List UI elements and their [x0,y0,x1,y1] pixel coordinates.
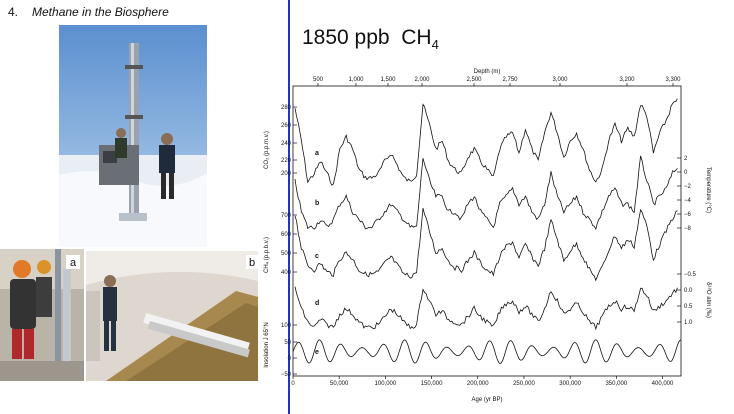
age-tick-label: 300,000 [559,381,581,387]
depth-tick-label: 500 [313,77,324,83]
series-line-a [294,98,678,186]
right-axis-label: Temperature (°C) [705,167,711,213]
series-line-d [294,286,678,331]
right-axes: 2 0 −2 −4 −6 −8 Temperature (°C) −0.5 0.0 0.5 1.0 δ… [677,156,712,326]
age-tick-label: 150,000 [421,381,443,387]
right-tick-label: −6 [684,212,692,218]
right-tick-label: −4 [684,198,692,204]
chart-border [292,85,682,377]
left-tick-label: 100 [281,323,292,329]
series-line-e [292,339,682,364]
right-tick-label: 2 [684,156,688,162]
depth-tick-label: 3,200 [619,77,635,83]
age-tick-label: 400,000 [652,381,674,387]
depth-tick-label: 3,000 [552,77,568,83]
ice-core-handling-photo: a [0,249,84,381]
left-tick-label: 200 [281,171,292,177]
left-tick-label: 240 [281,141,292,147]
slide-title: Methane in the Biosphere [32,5,169,19]
series-label-d: d [315,300,319,307]
right-tick-label: 0.5 [684,304,693,310]
depth-tick-label: 3,300 [665,77,681,83]
left-axis-label: CH₄ (p.p.b.v.) [264,237,270,273]
photo-a-label: a [70,257,77,269]
depth-tick-label: 2,000 [414,77,430,83]
depth-tick-label: 1,000 [348,77,364,83]
right-axis-label: δ¹⁸O atm (‰) [705,282,712,318]
right-tick-label: −2 [684,184,692,190]
age-tick-label: 250,000 [513,381,535,387]
age-axis: 0 50,000 100,000 150,000 200,000 250,000 300,0… [291,376,674,387]
right-tick-label: 0.0 [684,288,693,294]
left-tick-label: 260 [281,123,292,129]
series-label-b: b [315,200,319,207]
photo-b-label: b [249,257,255,269]
age-axis-label: Age (yr BP) [471,397,502,403]
left-tick-label: 400 [281,270,292,276]
slide-heading: 4. Methane in the Biosphere [8,5,169,19]
methane-formula-sub: 4 [431,37,439,53]
depth-axis: 500 1,000 1,500 2,000 2,500 2,750 3,000 3,200 3,… [313,77,681,86]
series-label-a: a [315,150,319,157]
series-label-e: e [315,349,319,356]
right-tick-label: −0.5 [684,272,697,278]
left-tick-label: 220 [281,158,292,164]
slide-number: 4. [8,5,19,19]
chart-frame [292,85,682,377]
depth-tick-label: 1,500 [380,77,396,83]
left-tick-label: 50 [284,340,291,346]
right-tick-label: 0 [684,170,688,176]
left-tick-label: −50 [281,372,292,378]
age-tick-label: 200,000 [467,381,489,387]
methane-formula: CH4 [401,26,439,53]
depth-tick-label: 2,500 [466,77,482,83]
divider-line [288,0,290,414]
age-tick-label: 100,000 [375,381,397,387]
depth-tick-label: 2,750 [502,77,518,83]
right-tick-label: 1.0 [684,320,693,326]
left-tick-label: 280 [281,105,292,111]
left-axis-label: Insolation J 65°N [264,322,270,367]
left-tick-label: 500 [281,251,292,257]
age-tick-label: 350,000 [605,381,627,387]
left-tick-label: 700 [281,213,292,219]
series-label-c: c [315,253,319,260]
right-tick-label: −8 [684,226,692,232]
ice-core-drill-photo [59,25,207,247]
series-line-c [294,208,678,282]
left-axis-label: CO₂ (p.p.m.v.) [264,131,270,169]
methane-formula-base: CH [401,26,432,49]
depth-axis-label: Depth (m) [474,69,501,75]
age-tick-label: 0 [291,381,295,387]
series-line-b [294,155,678,231]
left-tick-label: 600 [281,232,292,238]
methane-value-text: 1850 ppb [302,26,390,49]
chart-curves: a b c d e [292,98,682,364]
age-tick-label: 50,000 [330,381,349,387]
left-tick-label: 0 [288,356,292,362]
methane-value: 1850 ppb CH4 [302,26,439,52]
ice-core-trench-photo: b [86,251,258,381]
